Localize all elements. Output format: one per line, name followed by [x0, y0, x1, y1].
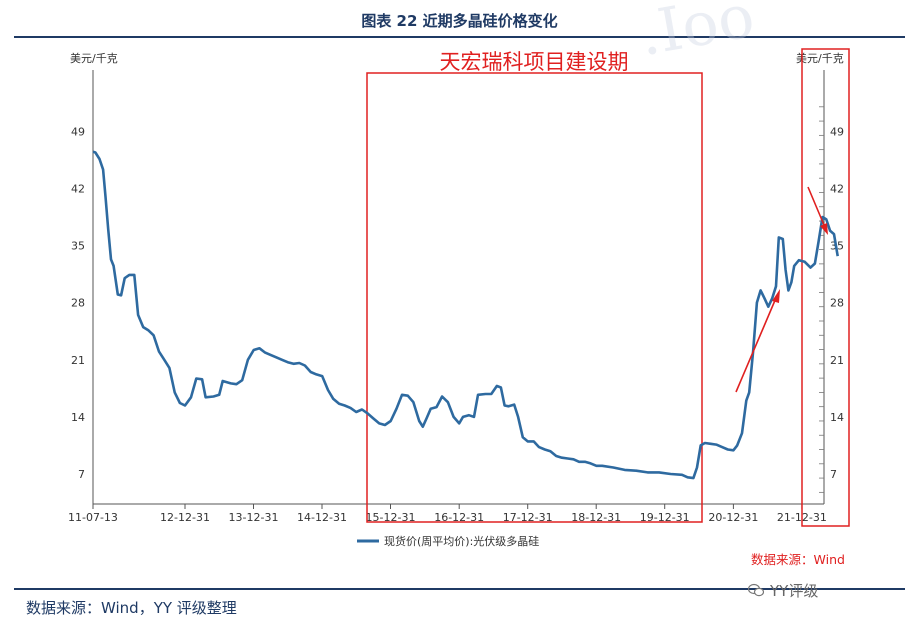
series-line-polysilicon [92, 150, 839, 480]
y-tick-label-left: 21 [71, 354, 85, 367]
watermark: .Ioo [634, 0, 759, 70]
x-tick-label: 11-07-13 [68, 511, 118, 524]
y-tick-label-left: 49 [71, 125, 85, 138]
x-tick-label: 16-12-31 [434, 511, 484, 524]
figure-title: 图表 22 近期多晶硅价格变化 [361, 12, 558, 30]
y-tick-label-left: 35 [71, 240, 85, 253]
y-tick-label-left: 28 [71, 297, 85, 310]
arrow-falling [807, 186, 828, 235]
y-tick-label-right: 42 [830, 182, 844, 195]
x-tick-label: 14-12-31 [297, 511, 347, 524]
wechat-account-label: YY评级 [770, 582, 819, 600]
x-tick-label: 20-12-31 [708, 511, 758, 524]
y-tick-label-right: 28 [830, 297, 844, 310]
legend: 现货价(周平均价):光伏级多晶硅 [357, 534, 539, 548]
x-tick-label: 12-12-31 [160, 511, 210, 524]
y-tick-label-right: 49 [830, 125, 844, 138]
x-tick-label: 17-12-31 [503, 511, 553, 524]
x-tick-label: 19-12-31 [640, 511, 690, 524]
x-tick-label: 18-12-31 [571, 511, 621, 524]
project-period-box [366, 72, 703, 523]
y-tick-label-left: 14 [71, 411, 85, 424]
bottom-divider [14, 588, 905, 590]
x-tick-label: 13-12-31 [229, 511, 279, 524]
y-tick-label-right: 7 [830, 468, 837, 481]
y-ticks-left: 49 42 35 28 21 14 7 [71, 125, 85, 481]
y-axis-unit-left: 美元/千克 [70, 52, 118, 65]
x-ticks: 11-07-13 12-12-31 13-12-31 14-12-31 15-12-31… [68, 504, 827, 524]
watermark-lettering: .Ioo [634, 0, 759, 70]
arrow-rising [735, 289, 780, 393]
y-tick-label-right: 14 [830, 411, 844, 424]
y-tick-label-left: 42 [71, 182, 85, 195]
title-divider [14, 36, 905, 38]
figure-source: 数据来源：Wind，YY 评级整理 [26, 599, 237, 617]
y-tick-label-left: 7 [78, 468, 85, 481]
y-axis-unit-right: 美元/千克 [796, 52, 844, 65]
data-source-annotation: 数据来源：Wind [751, 552, 845, 567]
legend-label: 现货价(周平均价):光伏级多晶硅 [384, 534, 539, 548]
x-tick-label: 15-12-31 [366, 511, 416, 524]
recent-price-box [801, 48, 850, 527]
y-tick-label-right: 21 [830, 354, 844, 367]
project-period-label: 天宏瑞科项目建设期 [440, 50, 629, 74]
wechat-icon [748, 583, 764, 597]
